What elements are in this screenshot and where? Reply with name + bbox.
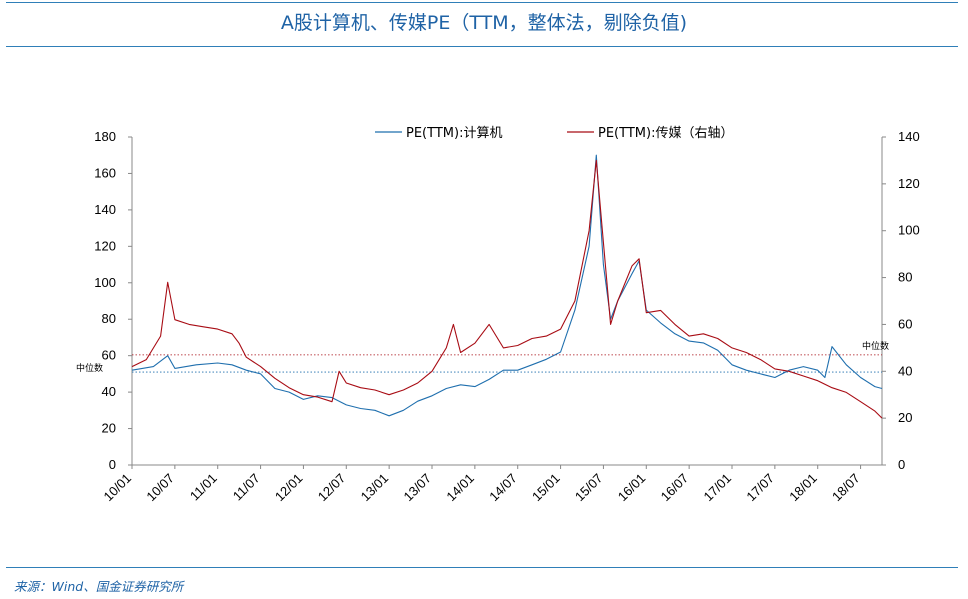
y-left-tick-label: 100: [94, 275, 116, 290]
page-title: A股计算机、传媒PE（TTM，整体法，剔除负值): [280, 12, 688, 34]
y-right-tick-label: 0: [898, 457, 905, 472]
median-label-right: 中位数: [862, 340, 889, 352]
y-right-tick-label: 40: [898, 363, 912, 378]
x-tick-label: 12/01: [272, 471, 306, 505]
footer-rule: [6, 567, 958, 568]
y-right-tick-label: 120: [898, 176, 920, 191]
y-left-tick-label: 20: [102, 421, 116, 436]
x-tick-label: 13/01: [358, 471, 392, 505]
series-line-computer: [131, 154, 883, 417]
x-tick-label: 17/07: [743, 471, 777, 505]
y-left-tick-label: 120: [94, 238, 116, 253]
x-tick-label: 15/07: [572, 471, 606, 505]
x-tick-label: 18/01: [786, 471, 820, 505]
source-note: 来源：Wind、国金证券研究所: [14, 579, 184, 594]
y-left-tick-label: 60: [102, 348, 116, 363]
y-left-tick-label: 140: [94, 202, 116, 217]
x-tick-label: 13/07: [401, 471, 435, 505]
x-tick-label: 15/01: [529, 471, 563, 505]
y-left-tick-label: 160: [94, 165, 116, 180]
y-left-tick-label: 40: [102, 384, 116, 399]
series-line-media: [131, 159, 883, 419]
y-right-tick-label: 20: [898, 410, 912, 425]
x-tick-label: 10/01: [101, 471, 135, 505]
legend-label-computer: PE(TTM):计算机: [406, 126, 502, 141]
y-right-tick-label: 100: [898, 223, 920, 238]
legend-label-media: PE(TTM):传媒（右轴）: [598, 126, 733, 141]
y-left-tick-label: 0: [109, 457, 116, 472]
x-tick-label: 10/07: [143, 471, 177, 505]
y-right-tick-label: 140: [898, 129, 920, 144]
x-tick-label: 14/07: [486, 471, 520, 505]
x-tick-label: 17/01: [701, 471, 735, 505]
x-tick-label: 11/01: [187, 471, 220, 504]
x-tick-label: 11/07: [230, 471, 263, 504]
median-label-left: 中位数: [76, 362, 103, 374]
y-left-tick-label: 180: [94, 129, 116, 144]
y-right-tick-label: 80: [898, 270, 912, 285]
title-bottom-rule: [6, 46, 958, 47]
x-tick-label: 14/01: [443, 471, 477, 505]
pe-line-chart: 0 20 40 60 80 100 120 140 160 180 0 20 40 60 80 100 120 1…: [76, 126, 920, 505]
x-tick-label: 16/01: [615, 471, 649, 505]
x-tick-label: 18/07: [829, 471, 863, 505]
x-tick-label: 16/07: [658, 471, 692, 505]
y-right-tick-label: 60: [898, 316, 912, 331]
y-left-tick-label: 80: [102, 311, 116, 326]
title-top-rule: [6, 2, 958, 3]
x-tick-label: 12/07: [315, 471, 349, 505]
